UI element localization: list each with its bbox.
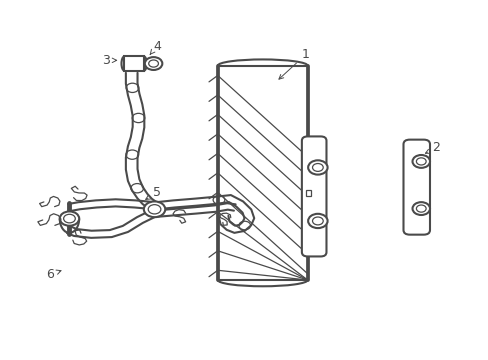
Text: 5: 5: [145, 186, 161, 199]
Circle shape: [60, 211, 79, 226]
Circle shape: [412, 202, 429, 215]
Circle shape: [148, 60, 158, 67]
Circle shape: [416, 205, 425, 212]
Text: 4: 4: [150, 40, 161, 54]
Circle shape: [307, 214, 327, 228]
Text: 2: 2: [425, 141, 440, 154]
FancyBboxPatch shape: [403, 140, 429, 235]
Bar: [124, 57, 143, 71]
Bar: [305, 190, 310, 197]
Circle shape: [307, 160, 327, 175]
Circle shape: [312, 217, 323, 225]
Circle shape: [144, 57, 162, 70]
Circle shape: [312, 163, 323, 171]
FancyBboxPatch shape: [301, 136, 326, 256]
Circle shape: [63, 214, 75, 223]
Text: 3: 3: [102, 54, 117, 67]
Circle shape: [148, 204, 161, 214]
Text: 1: 1: [278, 49, 308, 79]
Circle shape: [143, 202, 165, 217]
Circle shape: [416, 158, 425, 165]
Text: 6: 6: [46, 268, 61, 281]
Circle shape: [412, 155, 429, 168]
